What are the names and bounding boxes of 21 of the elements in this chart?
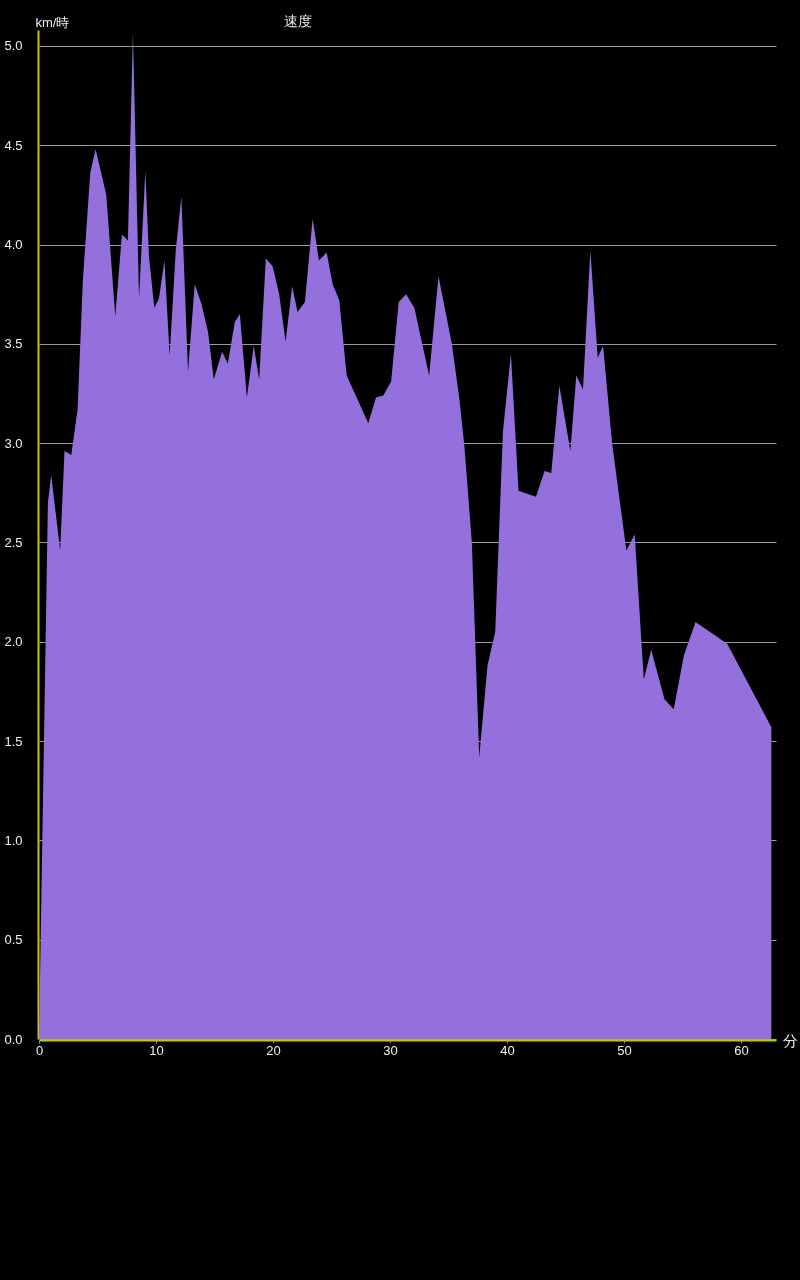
y-tick-label: 4.0 [4, 237, 23, 253]
x-tick-label: 10 [149, 1042, 164, 1058]
y-axis-title: km/時 [35, 14, 70, 30]
x-tick-label: 60 [734, 1042, 749, 1058]
y-tick-label: 0.0 [4, 1031, 23, 1047]
y-tick-label: 2.5 [4, 534, 23, 550]
x-tick-label: 30 [383, 1042, 398, 1058]
x-tick-label: 20 [266, 1042, 281, 1058]
y-tick-label: 4.5 [4, 137, 23, 153]
y-tick-label: 3.5 [4, 336, 23, 352]
y-tick-label: 5.0 [4, 38, 23, 54]
y-tick-label: 0.5 [4, 932, 23, 948]
y-tick-label: 1.0 [4, 832, 23, 848]
y-tick-label: 2.0 [4, 634, 23, 650]
y-tick-label: 3.0 [4, 435, 23, 451]
x-tick-label: 50 [617, 1042, 632, 1058]
chart-title: 速度 [284, 13, 312, 29]
x-tick-label: 0 [35, 1042, 44, 1058]
x-tick-label: 40 [500, 1042, 515, 1058]
x-axis-title: 分 [782, 1031, 798, 1049]
y-tick-label: 1.5 [4, 733, 23, 749]
